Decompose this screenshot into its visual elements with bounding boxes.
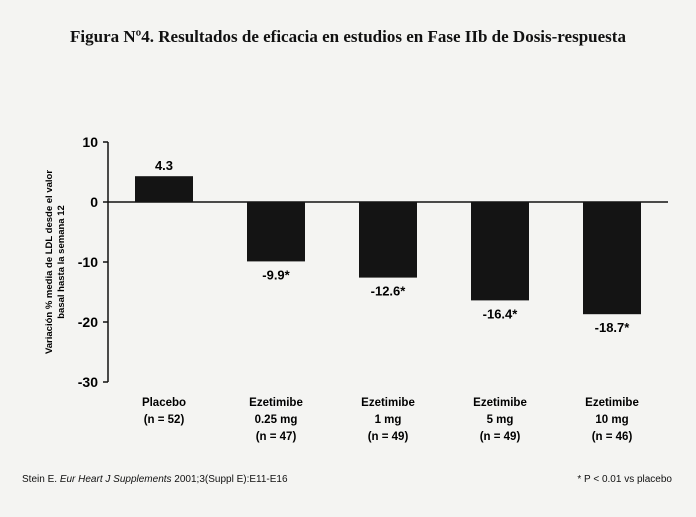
data-label: -9.9* bbox=[262, 267, 290, 282]
category-label: Ezetimibe bbox=[473, 397, 527, 409]
category-label: Ezetimibe bbox=[249, 397, 303, 409]
category-label: (n = 52) bbox=[144, 414, 185, 426]
y-tick-label: -10 bbox=[78, 254, 98, 270]
category-label: Placebo bbox=[142, 397, 186, 409]
data-label: -12.6* bbox=[371, 284, 407, 299]
data-label: -18.7* bbox=[595, 320, 631, 335]
category-label: Ezetimibe bbox=[361, 397, 415, 409]
bar bbox=[135, 176, 193, 202]
category-label: 10 mg bbox=[595, 414, 628, 426]
category-label: (n = 49) bbox=[480, 431, 521, 443]
y-tick-label: 10 bbox=[82, 134, 98, 150]
y-axis-label-line: Variación % media de LDL desde el valor bbox=[44, 170, 55, 354]
bar bbox=[471, 202, 529, 301]
figure-title: Figura Nº4. Resultados de eficacia en es… bbox=[70, 27, 626, 46]
source-journal: Eur Heart J Supplements bbox=[59, 474, 172, 485]
category-label: (n = 47) bbox=[256, 431, 297, 443]
category-label: (n = 46) bbox=[592, 431, 633, 443]
bar bbox=[247, 202, 305, 262]
category-label: 0.25 mg bbox=[255, 414, 298, 426]
bar bbox=[583, 202, 641, 315]
category-label: Ezetimibe bbox=[585, 397, 639, 409]
category-label: 1 mg bbox=[375, 414, 402, 426]
y-tick-label: -20 bbox=[78, 314, 98, 330]
data-label: -16.4* bbox=[483, 306, 519, 321]
y-tick-label: 0 bbox=[90, 194, 98, 210]
y-axis-label: Variación % media de LDL desde el valorb… bbox=[44, 170, 67, 354]
bar bbox=[359, 202, 417, 278]
significance-note: * P < 0.01 vs placebo bbox=[577, 474, 672, 485]
source-citation: Stein E. Eur Heart J Supplements 2001;3(… bbox=[22, 474, 288, 485]
source-prefix: Stein E. bbox=[22, 474, 60, 485]
category-label: 5 mg bbox=[487, 414, 514, 426]
y-tick-label: -30 bbox=[78, 374, 98, 390]
data-label: 4.3 bbox=[155, 158, 173, 173]
source-suffix: 2001;3(Suppl E):E11-E16 bbox=[171, 474, 288, 485]
y-axis-label-line: basal hasta la semana 12 bbox=[56, 205, 67, 319]
category-label: (n = 49) bbox=[368, 431, 409, 443]
